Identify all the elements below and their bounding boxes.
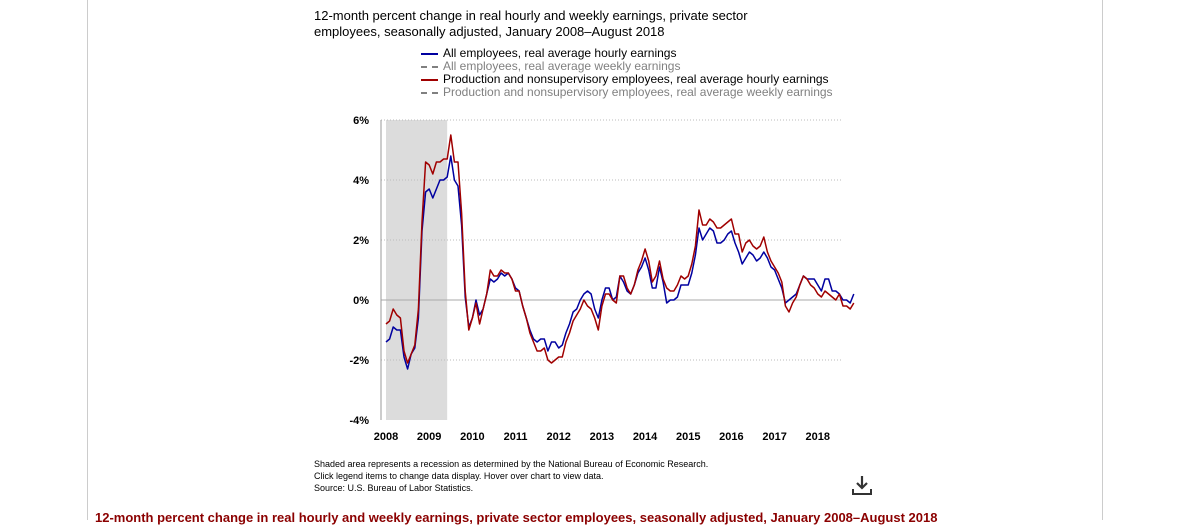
axis-layer: 6% 4% 2% 0% -2% -4% 2008 2009 2010 2011 2012 2013 20… — [349, 115, 830, 443]
chart-title-line2: employees, seasonally adjusted, January … — [314, 24, 665, 39]
bottom-caption-title: 12-month percent change in real hourly a… — [95, 510, 938, 525]
legend-item-prod-hourly[interactable]: Production and nonsupervisory employees,… — [421, 73, 833, 86]
y-tick-label: -2% — [349, 355, 369, 367]
x-tick-label: 2009 — [417, 431, 441, 443]
legend-swatch-prod-hourly — [421, 78, 438, 81]
legend-swatch-all-weekly — [421, 65, 438, 68]
y-tick-label: 6% — [353, 115, 369, 127]
legend-swatch-prod-weekly — [421, 91, 438, 94]
legend-swatch-all-hourly — [421, 52, 438, 55]
x-tick-label: 2017 — [762, 431, 786, 443]
x-tick-label: 2016 — [719, 431, 743, 443]
x-tick-label: 2014 — [633, 431, 658, 443]
legend-item-all-hourly[interactable]: All employees, real average hourly earni… — [421, 47, 833, 60]
frame-border-right — [1102, 0, 1103, 520]
x-tick-label: 2008 — [374, 431, 398, 443]
series-line-0 — [385, 155, 855, 370]
legend-label-all-hourly: All employees, real average hourly earni… — [443, 46, 677, 60]
download-icon[interactable] — [851, 474, 873, 496]
series-line-1 — [385, 134, 855, 364]
note-source: Source: U.S. Bureau of Labor Statistics. — [314, 483, 474, 493]
legend-item-all-weekly[interactable]: All employees, real average weekly earni… — [421, 60, 833, 73]
x-tick-label: 2010 — [460, 431, 484, 443]
recession-shading-layer — [386, 120, 448, 420]
legend-label-prod-hourly: Production and nonsupervisory employees,… — [443, 72, 829, 86]
y-tick-label: 2% — [353, 235, 369, 247]
note-instructions: Click legend items to change data displa… — [314, 471, 604, 481]
recession-shading — [386, 120, 448, 420]
chart-notes: Shaded area represents a recession as de… — [314, 458, 708, 494]
x-tick-label: 2012 — [546, 431, 570, 443]
frame-border-left — [87, 0, 88, 520]
chart-title: 12-month percent change in real hourly a… — [314, 8, 834, 40]
download-glyph — [852, 476, 872, 495]
series-layer — [385, 134, 855, 370]
chart-legend: All employees, real average hourly earni… — [421, 47, 833, 99]
legend-label-all-weekly: All employees, real average weekly earni… — [443, 59, 681, 73]
x-tick-label: 2011 — [504, 431, 528, 443]
x-tick-label: 2018 — [806, 431, 830, 443]
legend-item-prod-weekly[interactable]: Production and nonsupervisory employees,… — [421, 86, 833, 99]
x-tick-label: 2015 — [676, 431, 700, 443]
chart-title-line1: 12-month percent change in real hourly a… — [314, 8, 748, 23]
y-tick-label: 4% — [353, 175, 369, 187]
legend-label-prod-weekly: Production and nonsupervisory employees,… — [443, 85, 833, 99]
note-recession: Shaded area represents a recession as de… — [314, 459, 709, 469]
x-tick-label: 2013 — [590, 431, 614, 443]
y-tick-label: -4% — [349, 415, 369, 427]
y-tick-label: 0% — [353, 295, 369, 307]
